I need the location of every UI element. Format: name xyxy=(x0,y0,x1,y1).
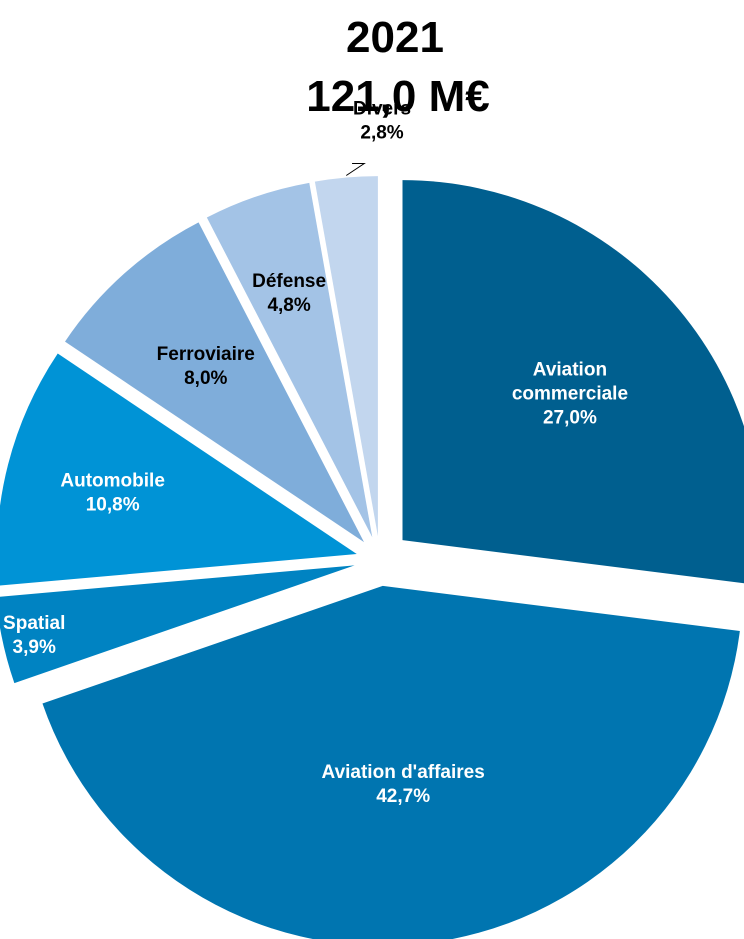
pie-category-label: Aviation xyxy=(533,360,607,381)
pie-value-label: 2,8% xyxy=(360,123,403,144)
pie-label-divers: Divers 2,8% xyxy=(353,99,411,144)
pie-value-label: 3,9% xyxy=(13,637,56,658)
pie-category-label: Automobile xyxy=(60,470,165,491)
pie-value-label: 10,8% xyxy=(86,494,140,515)
pie-category-label: Ferroviaire xyxy=(157,344,255,365)
pie-slice-divers xyxy=(314,176,378,537)
pie-category-label: Divers xyxy=(353,99,411,120)
pie-label-aviation-d-affaires: Aviation d'affaires 42,7% xyxy=(322,762,485,807)
pie-label-aviation-commerciale: Aviation commerciale 27,0% xyxy=(512,360,628,429)
pie-slice-automobile xyxy=(0,353,357,586)
pie-slice-defense xyxy=(206,182,373,538)
pie-value-label: 42,7% xyxy=(376,786,430,807)
pie-leader-line-divers xyxy=(345,162,366,176)
pie-slice-ferroviaire xyxy=(65,222,365,543)
pie-value-label: 4,8% xyxy=(267,295,310,316)
pie-value-label: 8,0% xyxy=(184,368,227,389)
pie-category-label: Défense xyxy=(252,271,326,292)
pie-label-ferroviaire: Ferroviaire 8,0% xyxy=(157,344,255,389)
pie-label-defense: Défense 4,8% xyxy=(252,271,326,316)
chart-subtitle: 121,0 M€ xyxy=(306,72,489,121)
pie-category-label: Spatial xyxy=(3,613,65,634)
pie-label-automobile: Automobile 10,8% xyxy=(60,470,165,515)
pie-slices xyxy=(0,176,744,939)
pie-value-label: 27,0% xyxy=(543,408,597,429)
pie-category-label: Aviation d'affaires xyxy=(322,762,485,783)
pie-label-spatial: Spatial 3,9% xyxy=(3,613,65,658)
pie-slice-aviation-commerciale xyxy=(402,180,744,584)
pie-slice-spatial xyxy=(0,565,355,684)
pie-category-label: commerciale xyxy=(512,384,628,405)
pie-labels: Aviation commerciale 27,0% Aviation d'affai… xyxy=(3,99,628,807)
pie-slice-aviation-d-affaires xyxy=(42,585,740,939)
chart-title: 2021 xyxy=(346,13,444,62)
